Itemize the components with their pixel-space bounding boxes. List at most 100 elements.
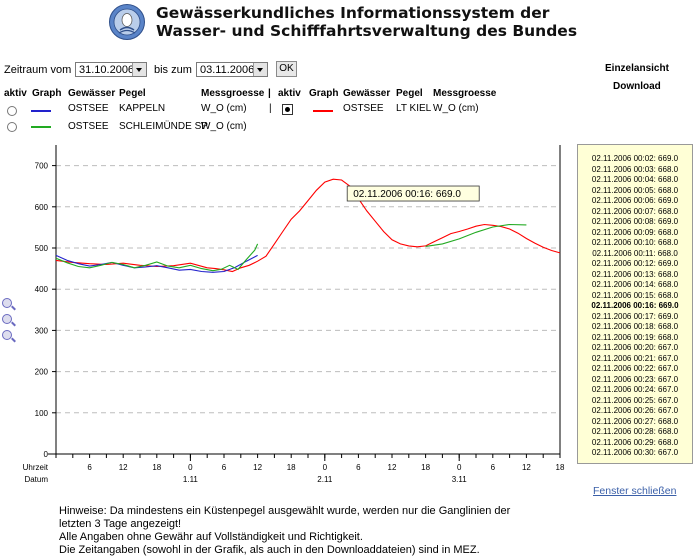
page-title-line2: Wasser- und Schifffahrtsverwaltung des B… [156, 22, 578, 40]
water-kappeln: OSTSEE [68, 103, 109, 114]
legend-separator: | [268, 88, 271, 99]
legend-header-measure: Messgroesse [201, 88, 265, 99]
x-hour-label: 6 [356, 463, 361, 472]
value-list-item: 02.11.2006 00:23: 667.0 [591, 374, 679, 384]
notes-block: Hinweise: Da mindestens ein Küstenpegel … [59, 505, 559, 557]
series-line-lt-kiel [55, 178, 561, 273]
note-line: Alle Angaben ohne Gewähr auf Vollständig… [59, 531, 363, 543]
from-date-select[interactable]: 31.10.2006 [75, 62, 147, 77]
x-hour-label: 6 [491, 463, 496, 472]
x-hour-label: 6 [87, 463, 92, 472]
y-tick-label: 200 [35, 368, 49, 377]
value-list-item: 02.11.2006 00:12: 669.0 [591, 259, 679, 268]
close-window-link[interactable]: Fenster schließen [593, 485, 677, 497]
measure-kappeln: W_O (cm) [201, 103, 247, 114]
x-hour-label: 18 [421, 463, 430, 472]
legend-header-active: aktiv [4, 88, 27, 99]
value-list-item: 02.11.2006 00:04: 668.0 [591, 175, 679, 184]
value-list-item: 02.11.2006 00:14: 668.0 [591, 280, 679, 289]
station-schleimuende: SCHLEIMÜNDE SP [119, 121, 208, 132]
value-list-item: 02.11.2006 00:24: 667.0 [591, 385, 679, 394]
x-hour-label: 12 [388, 463, 397, 472]
legend-header-water-2: Gewässer [343, 88, 391, 99]
value-list-item: 02.11.2006 00:10: 668.0 [591, 238, 679, 247]
zoom-reset-icon[interactable] [2, 314, 12, 324]
note-line: Die Zeitangaben (sowohl in der Grafik, a… [59, 544, 480, 556]
value-list-item: 02.11.2006 00:08: 669.0 [591, 217, 679, 226]
y-tick-label: 400 [35, 285, 49, 294]
legend-separator-row: | [269, 103, 272, 114]
x-hour-label: 0 [457, 463, 462, 472]
value-list-item: 02.11.2006 00:26: 667.0 [591, 406, 679, 415]
value-list-item: 02.11.2006 00:09: 668.0 [591, 227, 679, 237]
chart-tooltip: 02.11.2006 00:16: 669.0 [346, 185, 480, 202]
x-date-label: 3.11 [452, 475, 468, 484]
x-hour-label: 0 [323, 463, 328, 472]
value-list-panel[interactable]: 02.11.2006 00:02: 669.0 02.11.2006 00:03:… [577, 144, 693, 464]
active-checkbox-lt-kiel[interactable] [282, 104, 293, 115]
value-list-item: 02.11.2006 00:21: 667.0 [591, 353, 679, 363]
x-hour-label: 0 [188, 463, 193, 472]
chevron-down-icon[interactable] [253, 63, 267, 76]
value-list-item: 02.11.2006 00:30: 667.0 [591, 448, 679, 457]
measure-schleimuende: W_O (cm) [201, 121, 247, 132]
y-tick-label: 700 [35, 162, 49, 171]
value-list-item: 02.11.2006 00:07: 668.0 [591, 206, 679, 216]
x-row-label-time: Uhrzeit [23, 463, 49, 472]
to-date-value: 03.11.2006 [200, 64, 255, 76]
measure-lt-kiel: W_O (cm) [433, 103, 479, 114]
value-list-item: 02.11.2006 00:29: 668.0 [591, 437, 679, 447]
to-date-select[interactable]: 03.11.2006 [196, 62, 268, 77]
tooltip-box [346, 185, 480, 202]
x-hour-label: 6 [222, 463, 227, 472]
value-list-item: 02.11.2006 00:05: 668.0 [591, 185, 679, 195]
legend-header-graph: Graph [32, 88, 62, 99]
value-list-item: 02.11.2006 00:17: 669.0 [591, 311, 679, 321]
x-hour-label: 18 [556, 463, 565, 472]
ok-button[interactable]: OK [276, 61, 297, 77]
note-line: Hinweise: Da mindestens ein Küstenpegel … [59, 505, 511, 517]
value-list-item: 02.11.2006 00:16: 669.0 [591, 301, 679, 310]
water-level-chart: 0 100 200 300 400 500 600 700 6 12 18 0 6 12 18 0 6 12 18 0… [23, 145, 565, 484]
y-tick-label: 100 [35, 409, 49, 418]
bundes-logo-icon [109, 4, 145, 40]
active-radio-kappeln[interactable] [7, 106, 17, 116]
y-tick-label: 500 [35, 244, 49, 253]
value-list-item: 02.11.2006 00:22: 667.0 [591, 364, 679, 373]
value-list-item: 02.11.2006 00:25: 667.0 [591, 395, 679, 405]
legend-header-station-2: Pegel [396, 88, 423, 99]
series-line-schleim-nde-sp [55, 223, 527, 272]
download-link[interactable]: Download [613, 81, 661, 92]
x-hour-label: 18 [287, 463, 296, 472]
zoom-out-icon[interactable] [2, 330, 12, 340]
single-view-link[interactable]: Einzelansicht [605, 63, 669, 74]
value-list-item: 02.11.2006 00:13: 668.0 [591, 269, 679, 279]
y-tick-label: 0 [44, 450, 49, 459]
tooltip-text: 02.11.2006 00:16: 669.0 [353, 189, 461, 200]
chevron-down-icon[interactable] [132, 63, 146, 76]
value-list-item: 02.11.2006 00:19: 668.0 [591, 332, 679, 342]
y-tick-label: 300 [35, 326, 49, 335]
y-tick-label: 600 [35, 203, 49, 212]
value-list-item: 02.11.2006 00:11: 668.0 [592, 248, 678, 258]
x-hour-label: 12 [119, 463, 128, 472]
series-line-kappeln [55, 254, 258, 273]
graph-line-swatch-schleimuende [31, 126, 51, 128]
value-list-item: 02.11.2006 00:27: 668.0 [591, 416, 679, 426]
value-list-item: 02.11.2006 00:02: 669.0 [591, 154, 679, 163]
value-list-item: 02.11.2006 00:20: 667.0 [591, 343, 679, 352]
x-hour-label: 18 [152, 463, 161, 472]
legend-header-graph-2: Graph [309, 88, 339, 99]
x-row-label-date: Datum [24, 475, 48, 484]
graph-line-swatch-lt-kiel [313, 110, 333, 112]
value-list-item: 02.11.2006 00:18: 668.0 [591, 322, 679, 331]
x-date-label: 1.11 [183, 475, 199, 484]
value-list-item: 02.11.2006 00:06: 669.0 [591, 196, 679, 205]
legend-header-station: Pegel [119, 88, 146, 99]
range-from-label: Zeitraum vom [4, 64, 72, 76]
legend-header-measure-2: Messgroesse [433, 88, 497, 99]
active-radio-schleimuende[interactable] [7, 122, 17, 132]
x-hour-label: 12 [522, 463, 531, 472]
range-to-label: bis zum [154, 64, 192, 76]
zoom-in-icon[interactable] [2, 298, 12, 308]
